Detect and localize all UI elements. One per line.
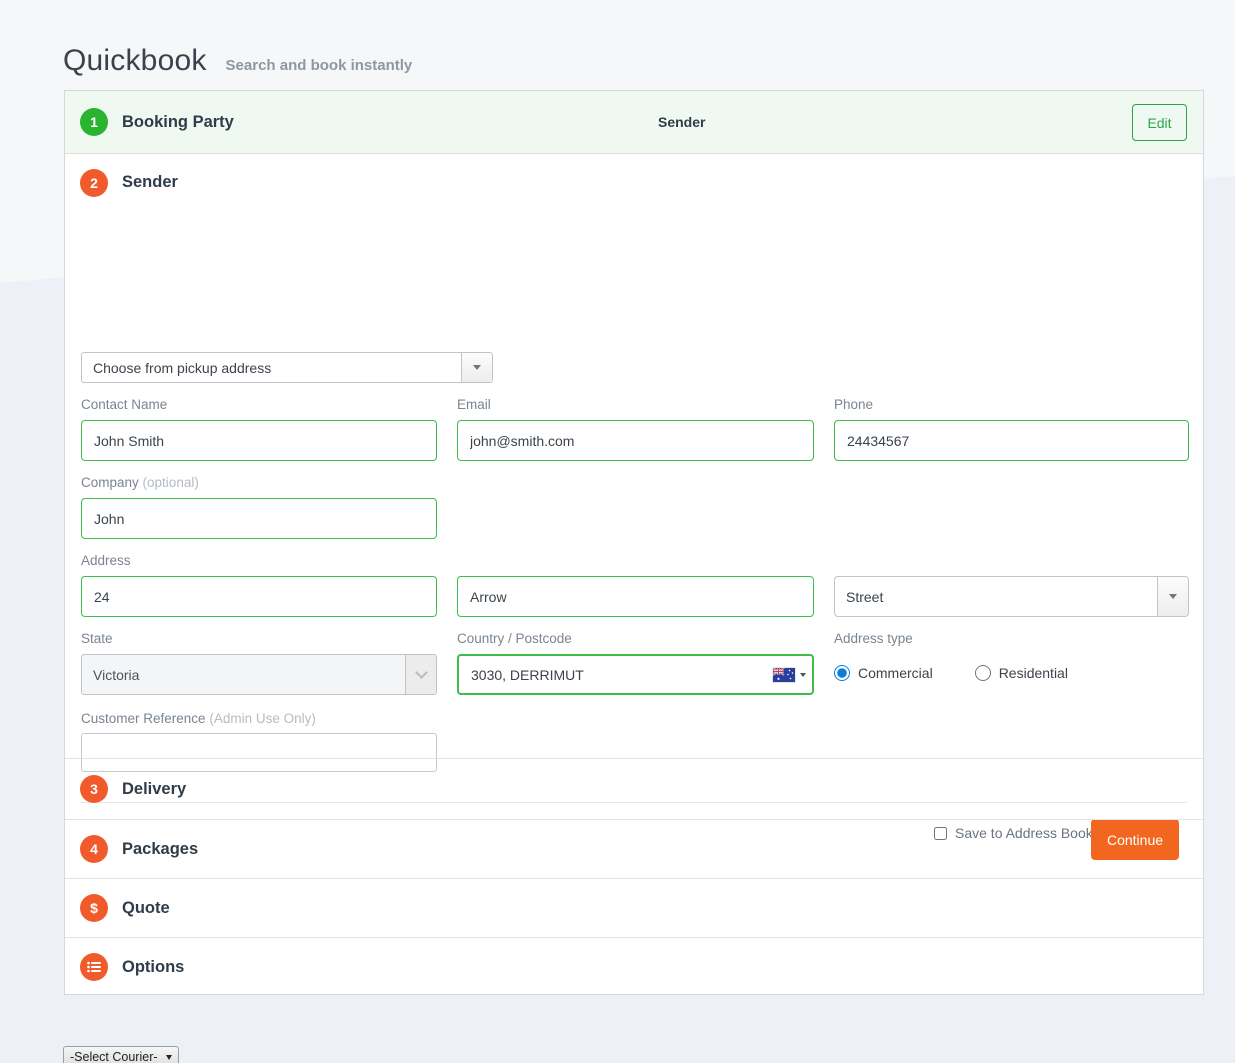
address-street-input[interactable]	[457, 576, 814, 617]
state-select-button[interactable]	[405, 655, 436, 694]
address-type-commercial[interactable]: Commercial	[834, 665, 933, 681]
company-label: Company (optional)	[81, 475, 199, 490]
section-options[interactable]: Options	[65, 937, 1203, 996]
street-type-select-button[interactable]	[1157, 577, 1188, 616]
state-select[interactable]: Victoria	[81, 654, 437, 695]
company-input[interactable]	[81, 498, 437, 539]
chevron-down-icon	[414, 666, 428, 679]
step-1-badge: 1	[80, 108, 108, 136]
save-to-address-book[interactable]: Save to Address Book	[934, 825, 1093, 841]
pickup-address-select-button[interactable]	[461, 353, 492, 382]
section-booking-party: 1 Booking Party Sender Edit	[65, 91, 1203, 154]
address-number-input[interactable]	[81, 576, 437, 617]
phone-input[interactable]	[834, 420, 1189, 461]
dollar-icon: $	[80, 894, 108, 922]
section-packages-label: Packages	[122, 839, 199, 858]
caret-down-icon	[473, 365, 481, 370]
section-packages[interactable]: 4 Packages	[65, 819, 1203, 878]
section-quote-label: Quote	[122, 898, 170, 917]
save-address-checkbox[interactable]	[934, 826, 947, 840]
residential-label: Residential	[998, 665, 1068, 681]
address-type-label: Address type	[834, 631, 913, 646]
street-type-select-value: Street	[846, 588, 884, 605]
australia-flag-icon	[773, 667, 795, 682]
page-title: Quickbook	[63, 44, 207, 77]
commercial-label: Commercial	[858, 665, 933, 681]
customer-reference-label: Customer Reference (Admin Use Only)	[81, 711, 316, 726]
step-3-badge: 3	[80, 775, 108, 803]
step-4-badge: 4	[80, 835, 108, 863]
section-delivery-label: Delivery	[122, 779, 187, 798]
phone-label: Phone	[834, 397, 874, 412]
section-delivery[interactable]: 3 Delivery	[65, 758, 1203, 819]
save-address-label: Save to Address Book	[955, 825, 1093, 841]
country-flag-dropdown[interactable]	[773, 667, 806, 682]
street-type-select[interactable]: Street	[834, 576, 1189, 617]
page-subtitle: Search and book instantly	[225, 57, 413, 74]
radio-residential[interactable]	[974, 665, 991, 681]
address-type-residential[interactable]: Residential	[974, 665, 1068, 681]
continue-button[interactable]: Continue	[1091, 819, 1179, 860]
state-label: State	[81, 631, 113, 646]
caret-down-icon	[1169, 594, 1177, 599]
booking-party-summary: Sender	[658, 114, 706, 130]
address-label: Address	[81, 553, 131, 568]
section-options-label: Options	[122, 957, 185, 976]
list-icon	[80, 953, 108, 981]
courier-select[interactable]: -Select Courier-	[63, 1046, 179, 1063]
country-postcode-label: Country / Postcode	[457, 631, 572, 646]
sender-form: Choose from pickup address Contact Name …	[65, 211, 1203, 860]
courier-select-value: -Select Courier-	[70, 1050, 158, 1063]
section-booking-party-label: Booking Party	[122, 112, 234, 131]
address-type-radios: Commercial Residential	[834, 665, 1068, 681]
caret-down-icon	[166, 1054, 172, 1060]
pickup-address-select[interactable]: Choose from pickup address	[81, 352, 493, 383]
country-postcode-field	[457, 654, 814, 695]
customer-reference-input[interactable]	[81, 733, 437, 772]
state-select-value: Victoria	[93, 666, 140, 683]
email-input[interactable]	[457, 420, 814, 461]
section-sender-header[interactable]: 2 Sender	[65, 154, 1203, 211]
email-label: Email	[457, 397, 491, 412]
section-quote[interactable]: $ Quote	[65, 878, 1203, 937]
radio-commercial[interactable]	[834, 665, 850, 681]
edit-button[interactable]: Edit	[1132, 104, 1187, 141]
pickup-address-select-value: Choose from pickup address	[93, 359, 272, 376]
contact-name-input[interactable]	[81, 420, 437, 461]
page-header: Quickbook Search and book instantly	[63, 44, 412, 78]
country-postcode-input[interactable]	[457, 654, 814, 695]
customer-reference-note: (Admin Use Only)	[209, 711, 316, 726]
caret-down-icon	[800, 672, 806, 677]
section-sender-label: Sender	[122, 173, 178, 191]
contact-name-label: Contact Name	[81, 397, 168, 412]
company-optional-note: (optional)	[142, 475, 199, 490]
form-divider	[81, 802, 1187, 803]
step-2-badge: 2	[80, 168, 108, 197]
quickbook-card: 1 Booking Party Sender Edit 2 Sender Cho…	[64, 90, 1204, 995]
